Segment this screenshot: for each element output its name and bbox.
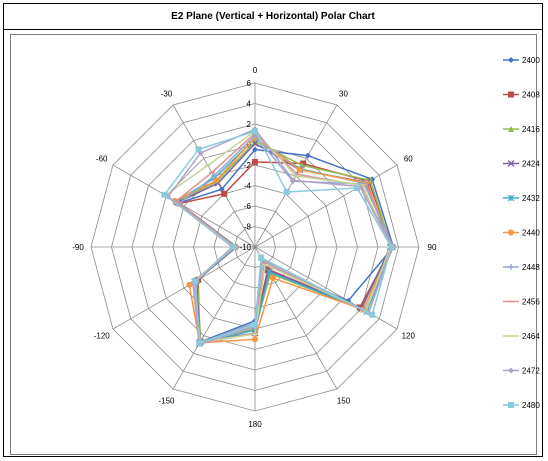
- legend-label: 2464: [522, 332, 540, 341]
- legend-item: 2408: [503, 91, 540, 100]
- series-2480: [161, 128, 395, 346]
- chart-title: E2 Plane (Vertical + Horizontal) Polar C…: [171, 11, 375, 22]
- data-point: [265, 268, 273, 276]
- legend-label: 2440: [522, 229, 540, 238]
- legend-item: 2472: [503, 367, 540, 376]
- legend-marker: [508, 57, 514, 63]
- legend-label: 2416: [522, 125, 540, 134]
- data-point: [304, 152, 311, 159]
- angle-label: 60: [404, 155, 413, 164]
- legend-marker: [508, 367, 514, 374]
- data-point: [252, 321, 258, 328]
- angle-label: -30: [161, 90, 173, 99]
- angle-label: -90: [72, 243, 84, 252]
- legend-label: 2448: [522, 263, 540, 272]
- data-point: [258, 254, 265, 261]
- data-point: [196, 339, 203, 346]
- grid-spoke: [172, 246, 256, 390]
- radial-tick-label: -4: [244, 182, 252, 191]
- legend-item: 2416: [503, 125, 540, 134]
- legend-label: 2472: [522, 367, 540, 376]
- data-point: [252, 158, 258, 165]
- series-layer: [161, 126, 397, 348]
- legend: 2400 2408 2416 2424 2432 2440 2448 2456 2464 2472…: [503, 56, 540, 410]
- legend-item: 2456: [503, 298, 540, 307]
- angle-label: -120: [94, 332, 111, 341]
- legend-label: 2480: [522, 401, 540, 410]
- legend-label: 2432: [522, 194, 540, 203]
- data-point: [296, 166, 303, 173]
- data-point: [369, 311, 376, 318]
- series-2400: [175, 146, 397, 345]
- legend-marker: [508, 229, 514, 236]
- angle-label: 180: [248, 420, 262, 429]
- legend-item: 2432: [503, 194, 540, 203]
- data-point: [252, 128, 258, 135]
- legend-item: 2424: [503, 160, 540, 169]
- data-point: [230, 244, 237, 250]
- plot-area: [10, 34, 537, 455]
- legend-label: 2424: [522, 160, 540, 169]
- angle-label: 150: [337, 396, 351, 405]
- angle-label: 30: [339, 90, 348, 99]
- legend-item: 2480: [503, 401, 540, 410]
- data-point: [283, 188, 290, 195]
- data-point: [252, 336, 258, 343]
- data-point: [213, 177, 220, 184]
- legend-item: 2464: [503, 332, 540, 341]
- grid-spoke: [112, 246, 256, 330]
- radial-tick-label: -8: [244, 223, 252, 232]
- data-point: [388, 244, 395, 250]
- radial-tick-label: -2: [244, 161, 252, 170]
- data-point: [367, 177, 374, 184]
- series-2416: [173, 138, 395, 345]
- radial-tick-label: 2: [247, 120, 252, 129]
- legend-marker: [508, 91, 514, 98]
- data-point: [195, 146, 202, 153]
- angle-label: 0: [253, 66, 258, 75]
- legend-marker: [507, 160, 515, 167]
- angle-label: -150: [158, 396, 175, 405]
- legend-marker: [508, 402, 514, 408]
- data-point: [252, 138, 258, 145]
- legend-marker: [508, 264, 514, 270]
- data-point: [290, 177, 297, 184]
- data-point: [300, 160, 307, 167]
- legend-item: 2440: [503, 229, 540, 238]
- chart-title-bar: E2 Plane (Vertical + Horizontal) Polar C…: [4, 4, 542, 30]
- data-point: [161, 191, 168, 198]
- series-line: [177, 142, 392, 343]
- data-point: [251, 140, 259, 147]
- angle-label: 90: [428, 243, 437, 252]
- legend-label: 2400: [522, 56, 540, 65]
- angle-label: 120: [402, 332, 416, 341]
- legend-label: 2456: [522, 298, 540, 307]
- legend-marker: [507, 194, 515, 202]
- angle-label: -60: [96, 155, 108, 164]
- data-point: [354, 185, 361, 192]
- radial-tick-label: -6: [244, 202, 252, 211]
- data-point: [221, 190, 228, 197]
- legend-label: 2408: [522, 91, 540, 100]
- data-point: [269, 275, 276, 282]
- chart-frame: E2 Plane (Vertical + Horizontal) Polar C…: [3, 3, 543, 457]
- radial-tick-label: 4: [247, 100, 252, 109]
- radial-tick-label: -10: [239, 243, 251, 252]
- radial-tick-label: 6: [247, 79, 252, 88]
- data-point: [252, 146, 258, 153]
- legend-item: 2448: [503, 263, 540, 272]
- legend-marker: [508, 126, 514, 132]
- legend-item: 2400: [503, 56, 540, 65]
- angle-labels: 0 30 60 90 120 150 180 -150 -120 -90 -60 -30: [72, 66, 437, 429]
- data-point: [211, 172, 217, 179]
- data-point: [192, 278, 199, 285]
